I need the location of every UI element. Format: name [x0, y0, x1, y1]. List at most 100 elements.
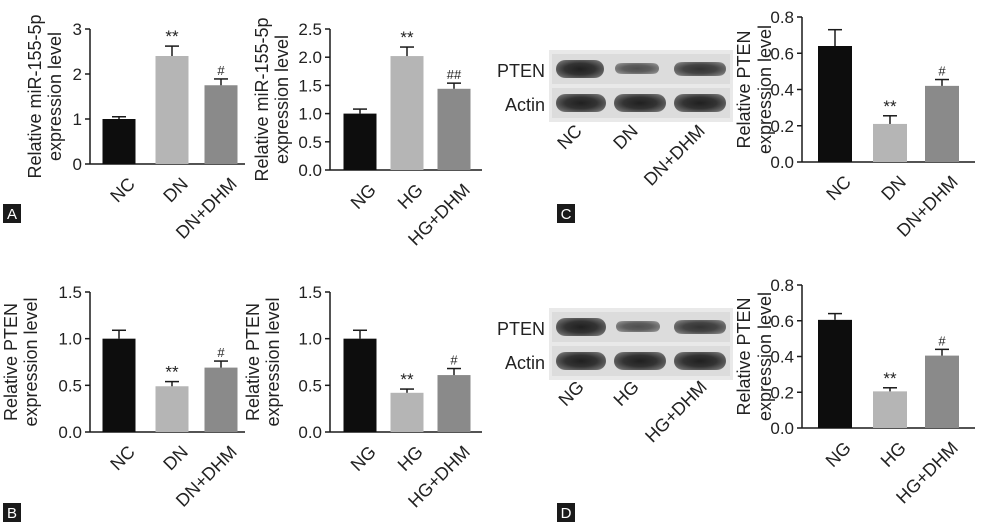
chart5-y-tick-label-1: 0.5	[298, 376, 322, 395]
chart3-y-label-line-2: expression level	[755, 25, 775, 154]
chart4-significance-3: #	[217, 345, 225, 360]
blot1-band-pten-dn-dhm	[674, 62, 726, 76]
chart6-category-label-1: NG	[822, 438, 855, 471]
chart5-y-tick-label-0: 0.0	[298, 423, 322, 442]
chart6-y-tick-label-3: 0.6	[770, 312, 794, 331]
chart2-significance-2: **	[400, 28, 414, 47]
chart3-significance-2: **	[883, 97, 897, 116]
blot1-row-label-actin: Actin	[505, 95, 545, 115]
blot1-lane-label-dn: DN	[609, 121, 642, 154]
chart1-y-tick-label-1: 1	[73, 110, 82, 129]
chart5-y-label-line-2: expression level	[263, 297, 283, 426]
chart3-category-label-1: NC	[822, 172, 855, 205]
chart1-y-tick-label-2: 2	[73, 65, 82, 84]
blot2-lane-label-ng: NG	[555, 377, 588, 410]
chart1-significance-3: #	[217, 63, 225, 78]
chart3-category-label-2: DN	[877, 172, 910, 205]
chart6-y-tick-label-2: 0.4	[770, 348, 794, 367]
blot2-actin-row	[552, 346, 730, 376]
chart5-y-label-line-1: Relative PTEN	[243, 303, 263, 421]
chart4-category-label-1: NC	[106, 442, 139, 475]
chart2-bar-3	[437, 88, 471, 170]
chart2-y-label-line-1: Relative miR-155-5p	[252, 17, 272, 181]
chart2-category-label-1: NG	[347, 180, 380, 213]
chart1-bar-2	[155, 56, 189, 164]
chart5-significance-2: **	[400, 370, 414, 389]
chart2-y-tick-label-3: 1.5	[298, 76, 322, 95]
chart6-significance-2: **	[883, 369, 897, 388]
chart6-y-label-line-1: Relative PTEN	[734, 297, 754, 415]
chart6-y-tick-label-1: 0.2	[770, 383, 794, 402]
chart5-category-label-1: NG	[347, 442, 380, 475]
blot2-pten-row	[552, 312, 730, 342]
chart4-y-tick-label-2: 1.0	[58, 330, 82, 349]
chart2-y-label-line-2: expression level	[272, 35, 292, 164]
blot1-lane-label-nc: NC	[553, 121, 586, 154]
blot2-row-label-actin: Actin	[505, 353, 545, 373]
chart1-significance-2: **	[165, 27, 179, 46]
blot1-band-pten-nc	[556, 60, 604, 78]
chart5-bar-3	[437, 375, 471, 432]
chart3-bar-3	[925, 85, 959, 162]
chart2-bar-2	[390, 56, 424, 170]
svg-text:D: D	[561, 505, 572, 522]
blot2-lane-label-hg: HG	[610, 377, 643, 410]
chart1-y-tick-label-3: 3	[73, 20, 82, 39]
chart1-y-label-line-1: Relative miR-155-5p	[25, 14, 45, 178]
blot1-band-pten-dn	[615, 63, 659, 74]
chart1-bar-1	[102, 119, 136, 164]
blot1-actin-row	[552, 88, 730, 118]
western-blot-1	[549, 50, 733, 122]
chart3-y-tick-label-0: 0.0	[770, 153, 794, 172]
blot2-band-pten-ng	[556, 318, 606, 336]
blot1-lane-label-dn-dhm: DN+DHM	[640, 121, 709, 190]
chart6-y-tick-label-0: 0.0	[770, 419, 794, 438]
blot2-band-pten-hg	[616, 321, 660, 332]
chart6-bar-3	[925, 355, 959, 428]
chart4-y-tick-label-3: 1.5	[58, 283, 82, 302]
chart5-y-tick-label-3: 1.5	[298, 283, 322, 302]
svg-text:A: A	[7, 206, 17, 223]
chart4-category-label-2: DN	[159, 442, 192, 475]
svg-text:B: B	[7, 505, 17, 522]
chart2-y-tick-label-1: 0.5	[298, 133, 322, 152]
chart4-bar-2	[155, 386, 189, 432]
blot1-band-actin-dn	[614, 94, 666, 112]
chart2-y-tick-label-0: 0.0	[298, 161, 322, 180]
chart3-y-tick-label-4: 0.8	[770, 8, 794, 27]
chart1-category-label-2: DN	[159, 174, 192, 207]
panel-label-d: D	[557, 503, 575, 522]
chart5-category-label-2: HG	[394, 442, 427, 475]
chart4-bar-3	[204, 367, 238, 432]
blot1-band-actin-dn-dhm	[674, 94, 726, 112]
chart3-bar-1	[818, 46, 852, 162]
chart6-bar-1	[818, 319, 852, 428]
chart4-bar-1	[102, 338, 136, 432]
blot2-band-pten-hg-dhm	[674, 320, 726, 334]
chart3-y-tick-label-1: 0.2	[770, 117, 794, 136]
chart2-significance-3: ##	[447, 67, 462, 82]
panel-label-a: A	[3, 204, 21, 223]
chart2-category-label-2: HG	[394, 180, 427, 213]
chart2-bar-1	[343, 113, 377, 170]
blot1-row-label-pten: PTEN	[497, 61, 545, 81]
chart5-bar-2	[390, 392, 424, 432]
blot1-band-actin-nc	[556, 94, 606, 112]
blot2-row-label-pten: PTEN	[497, 319, 545, 339]
chart6-y-tick-label-4: 0.8	[770, 276, 794, 295]
chart6-bar-2	[873, 391, 907, 428]
chart1-category-label-1: NC	[106, 174, 139, 207]
panel-label-c: C	[557, 204, 575, 223]
chart3-y-tick-label-2: 0.4	[770, 81, 794, 100]
chart2-y-tick-label-5: 2.5	[298, 20, 322, 39]
western-blot-2	[549, 308, 733, 380]
chart2-y-tick-label-4: 2.0	[298, 48, 322, 67]
chart4-y-tick-label-0: 0.0	[58, 423, 82, 442]
blot1-pten-row	[552, 54, 730, 84]
chart5-bar-1	[343, 338, 377, 432]
chart3-bar-2	[873, 123, 907, 162]
chart6-category-label-2: HG	[877, 438, 910, 471]
blot2-lane-label-hg-dhm: HG+DHM	[641, 377, 711, 447]
chart1-y-tick-label-0: 0	[73, 155, 82, 174]
